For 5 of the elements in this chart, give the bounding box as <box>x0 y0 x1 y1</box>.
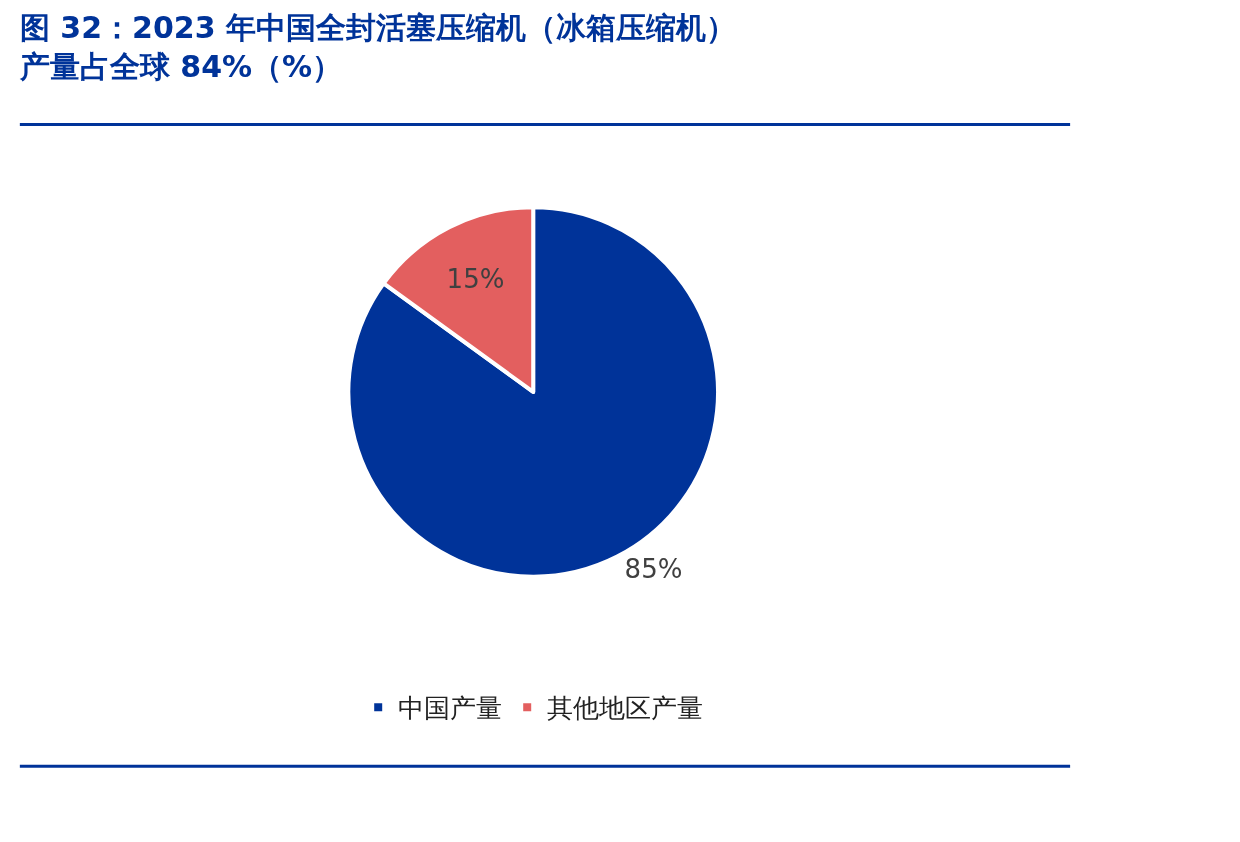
data-label: 15% <box>446 263 505 294</box>
data-label: 85% <box>624 553 683 584</box>
legend-label: 中国产量 <box>398 693 503 724</box>
legend-label: 其他地区产量 <box>547 693 704 724</box>
chart-title: 图 32：2023 年中国全封活塞压缩机（冰箱压缩机）产量占全球 84%（%） <box>18 9 736 84</box>
